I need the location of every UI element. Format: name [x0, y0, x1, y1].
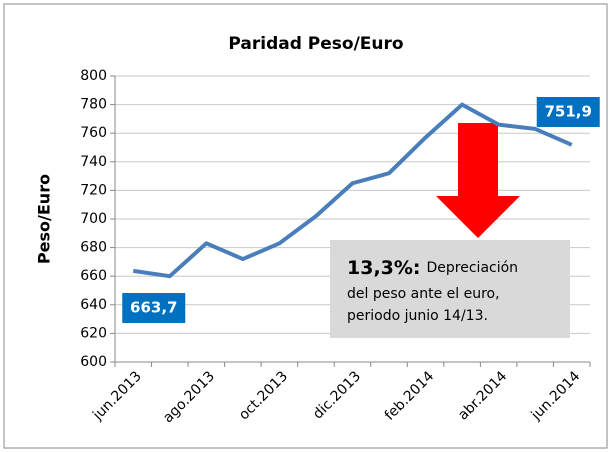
y-tick-label: 760	[80, 125, 107, 141]
value-label-box	[536, 97, 600, 127]
y-tick-label: 600	[80, 354, 107, 370]
y-tick-label: 680	[80, 240, 107, 256]
y-tick-label: 700	[80, 211, 107, 227]
annotation-box	[330, 240, 570, 338]
annotation-line: Depreciación	[427, 260, 519, 276]
y-tick-label: 800	[80, 68, 107, 84]
arrow	[436, 123, 520, 238]
value-label-box	[122, 293, 186, 323]
y-tick-label: 780	[80, 97, 107, 113]
y-tick-label: 660	[80, 268, 107, 284]
annotation-line: del peso ante el euro,	[347, 286, 500, 302]
y-tick-label: 640	[80, 297, 107, 313]
y-tick-label: 720	[80, 182, 107, 198]
value-label: 663,7	[130, 299, 177, 317]
y-tick-label: 740	[80, 154, 107, 170]
annotation-line: periodo junio 14/13.	[347, 308, 488, 324]
annotation-lead: 13,3%:	[347, 257, 421, 279]
y-tick-label: 620	[80, 325, 107, 341]
series-line	[132, 102, 573, 279]
value-label: 751,9	[545, 103, 592, 121]
chart-title: Paridad Peso/Euro	[228, 34, 403, 54]
y-axis-label: Peso/Euro	[35, 174, 54, 264]
annotation-text: 13,3%: Depreciación	[347, 257, 518, 279]
